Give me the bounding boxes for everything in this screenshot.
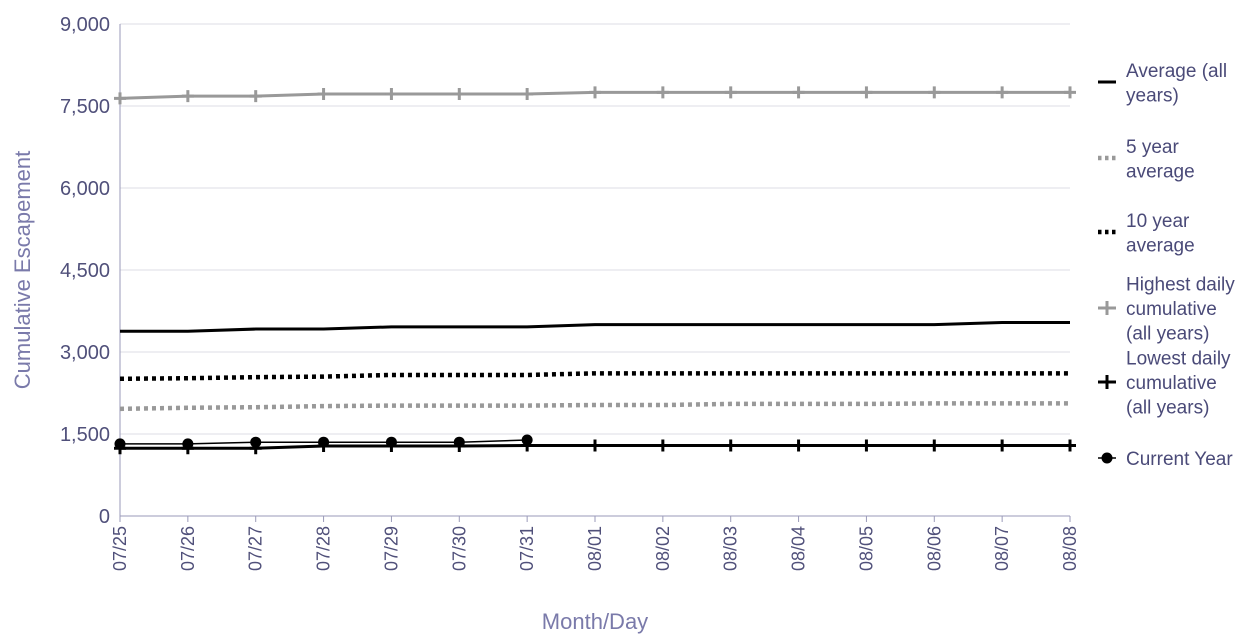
legend: Average (all years) 5 year average 10 year av… [1098,61,1235,470]
series-2 [119,401,1070,412]
series-line [119,371,1070,382]
x-tick-label: 08/06 [924,526,944,571]
series-marker-plus [656,439,669,452]
series-marker-plus [1064,86,1076,99]
series-marker-circle [453,436,465,448]
series-3 [119,371,1070,382]
y-tick-label: 4,500 [60,260,110,282]
series-marker-plus [249,90,262,103]
series-marker-plus [385,87,398,100]
series-line [120,320,1070,333]
series-marker-plus [317,87,330,100]
series-marker-plus [928,439,941,452]
series-6 [114,434,533,450]
y-tick-label: 0 [99,506,110,528]
y-tick-label: 9,000 [60,14,110,36]
series-4 [114,86,1076,105]
series-marker-plus [656,86,669,99]
y-tick-label: 1,500 [60,424,110,446]
gridlines [120,23,1070,435]
x-tick-label: 07/28 [314,526,334,571]
series-marker-plus [724,439,737,452]
series-marker-plus [792,86,805,99]
series-marker-plus [928,86,941,99]
series-marker-plus [521,87,534,100]
x-tick-label: 07/30 [449,526,469,571]
x-tick-labels: 07/25 07/26 07/27 07/28 07/29 07/30 07/31 08/01… [110,526,1080,571]
axes [119,24,1071,522]
legend-item-2: 5 year average [1098,137,1195,183]
y-tick-label: 6,000 [60,178,110,200]
series-marker-circle [318,436,330,448]
series-marker-plus [453,87,466,100]
x-tick-label: 08/05 [856,526,876,571]
legend-item-4: Highest daily cumulative (all years) [1098,275,1235,345]
series-marker-plus [114,92,126,105]
series-marker-plus [589,439,601,452]
series-1 [120,320,1070,333]
legend-label: Average (all years) [1126,61,1227,107]
series-marker-plus [589,86,601,99]
series-marker-plus [792,439,805,452]
series-marker-circle [114,438,126,450]
x-tick-label: 08/08 [1060,526,1080,571]
series-marker-plus [181,90,194,103]
x-tick-label: 07/25 [110,526,130,571]
legend-item-1: Average (all years) [1098,61,1227,107]
legend-swatch-plus [1100,301,1114,315]
series-marker-circle [250,436,262,448]
x-tick-label: 07/29 [381,526,401,571]
x-tick-label: 08/04 [789,526,809,571]
legend-label: Current Year [1126,449,1233,470]
series-marker-circle [521,434,533,446]
legend-label: 10 year average [1126,211,1195,257]
series-marker-plus [860,86,873,99]
x-tick-label: 08/01 [585,526,605,571]
legend-label: Highest daily cumulative (all years) [1126,275,1235,345]
series-marker-circle [385,436,397,448]
legend-item-3: 10 year average [1098,211,1195,257]
legend-swatch-plus [1100,375,1114,389]
legend-label: 5 year average [1126,137,1195,183]
series-marker-plus [724,86,737,99]
x-tick-label: 08/02 [653,526,673,571]
y-tick-label: 3,000 [60,342,110,364]
y-axis-title: Cumulative Escapement [10,151,35,389]
x-tick-label: 08/07 [992,526,1012,571]
series-marker-plus [996,86,1009,99]
x-tick-label: 08/03 [721,526,741,571]
series-marker-plus [1064,439,1076,452]
legend-label: Lowest daily cumulative (all years) [1126,349,1231,419]
x-axis-title: Month/Day [542,609,648,634]
series-marker-plus [860,439,873,452]
series-group [114,86,1076,455]
x-tick-label: 07/27 [246,526,266,571]
x-tick-label: 07/31 [517,526,537,571]
legend-item-6: Current Year [1098,449,1233,470]
y-tick-labels: 0 1,500 3,000 4,500 6,000 7,500 9,000 [60,14,110,528]
series-marker-circle [182,438,194,450]
series-line [119,401,1070,412]
y-tick-label: 7,500 [60,96,110,118]
series-marker-plus [996,439,1009,452]
legend-item-5: Lowest daily cumulative (all years) [1098,349,1231,419]
x-tick-label: 07/26 [178,526,198,571]
legend-swatch-circle [1101,452,1113,464]
